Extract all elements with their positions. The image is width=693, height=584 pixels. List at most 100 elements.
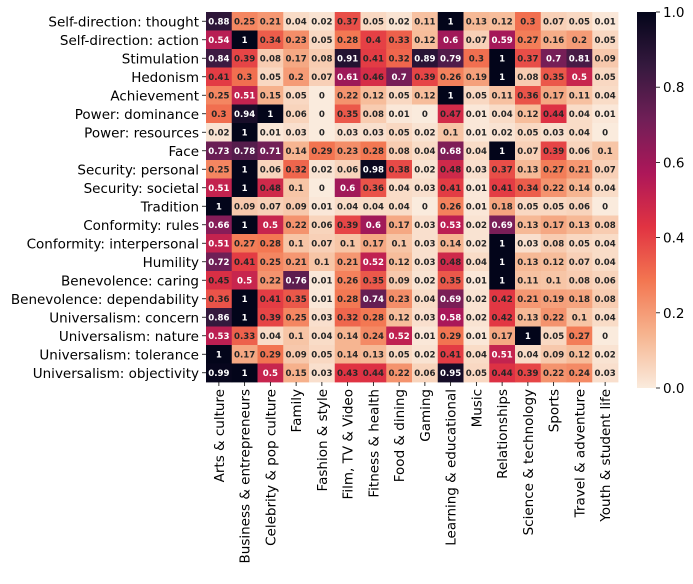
colorbar-tick-label: 0.8 bbox=[663, 80, 684, 96]
cell-value-label: 0.3 bbox=[237, 73, 252, 83]
colorbar: 0.0 0.2 0.4 0.6 0.8 1.0 bbox=[637, 5, 684, 397]
cell-value-label: 0.01 bbox=[595, 110, 616, 120]
column-label: Family bbox=[289, 389, 305, 432]
cell-value-label: 0.35 bbox=[440, 276, 461, 286]
cell-value-label: 0.11 bbox=[517, 276, 538, 286]
cell-value-label: 0.04 bbox=[466, 147, 487, 157]
cell-value-label: 0.04 bbox=[492, 110, 513, 120]
cell-value-label: 0.22 bbox=[337, 91, 358, 101]
heatmap-cell bbox=[592, 363, 619, 383]
heatmap-cell bbox=[360, 252, 387, 272]
column-label: Fitness & health bbox=[366, 389, 382, 498]
heatmap-cell bbox=[489, 104, 516, 124]
cell-value-label: 0.22 bbox=[286, 221, 307, 231]
cell-value-label: 0.07 bbox=[311, 73, 332, 83]
cell-value-label: 0.69 bbox=[440, 295, 461, 305]
heatmap-cell bbox=[540, 215, 567, 235]
cell-value-label: 0.1 bbox=[546, 276, 561, 286]
heatmap-cell bbox=[489, 30, 516, 50]
cell-value-label: 0.25 bbox=[286, 313, 307, 323]
heatmap-cell bbox=[231, 197, 258, 216]
cell-value-label: 0.17 bbox=[286, 54, 307, 64]
cell-value-label: 0.05 bbox=[389, 350, 410, 360]
row-label: Power: dominance bbox=[75, 107, 199, 123]
heatmap-cell bbox=[463, 197, 490, 216]
heatmap-cell bbox=[412, 345, 439, 364]
heatmap-cell bbox=[592, 67, 619, 87]
cell-value-label: 0.17 bbox=[492, 332, 513, 342]
cell-value-label: 0.44 bbox=[543, 110, 564, 120]
heatmap-cell bbox=[231, 178, 258, 198]
heatmap-cell bbox=[257, 49, 284, 68]
cell-value-label: 0.04 bbox=[414, 295, 435, 305]
heatmap-cell bbox=[283, 289, 310, 309]
heatmap-cell bbox=[386, 178, 413, 198]
heatmap-cell bbox=[257, 141, 284, 161]
cell-value-label: 1 bbox=[242, 184, 248, 194]
heatmap-cell bbox=[309, 160, 336, 179]
heatmap-cell bbox=[540, 12, 567, 31]
cell-value-label: 0.34 bbox=[260, 36, 281, 46]
heatmap-cell bbox=[592, 271, 619, 290]
heatmap-cell bbox=[515, 308, 542, 327]
cell-value-label: 0.04 bbox=[389, 202, 410, 212]
heatmap-cell bbox=[412, 160, 439, 179]
cell-value-label: 0.29 bbox=[311, 147, 332, 157]
heatmap-cell bbox=[257, 12, 284, 31]
cell-value-label: 0.1 bbox=[289, 332, 304, 342]
cell-value-label: 0.07 bbox=[311, 239, 332, 249]
row-label: Hedonism bbox=[131, 70, 199, 86]
heatmap-cell bbox=[309, 308, 336, 327]
cell-value-label: 0.3 bbox=[469, 54, 484, 64]
cell-value-label: 0.01 bbox=[466, 202, 487, 212]
cell-value-label: 0.66 bbox=[208, 221, 229, 231]
heatmap-cell bbox=[489, 363, 516, 383]
heatmap-cell bbox=[360, 49, 387, 68]
heatmap-cell bbox=[334, 197, 361, 216]
heatmap-cell bbox=[592, 49, 619, 68]
cell-value-label: 0.13 bbox=[466, 17, 487, 27]
cell-value-label: 0.25 bbox=[260, 258, 281, 268]
cell-value-label: 0.4 bbox=[366, 36, 381, 46]
cell-value-label: 0.08 bbox=[517, 73, 538, 83]
cell-value-label: 0.39 bbox=[260, 313, 281, 323]
cell-value-label: 0.09 bbox=[286, 202, 307, 212]
cell-value-label: 0.37 bbox=[337, 17, 358, 27]
cell-value-label: 0.39 bbox=[543, 147, 564, 157]
heatmap-cell bbox=[566, 326, 593, 346]
cell-value-label: 0.03 bbox=[414, 313, 435, 323]
heatmap-cell bbox=[412, 197, 439, 216]
column-label: Film, TV & Video bbox=[341, 389, 357, 499]
cell-value-label: 0.1 bbox=[314, 258, 329, 268]
column-label: Youth & student life bbox=[598, 389, 614, 523]
row-label: Face bbox=[168, 144, 199, 160]
row-label: Benevolence: caring bbox=[61, 273, 199, 289]
heatmap-cell bbox=[515, 104, 542, 124]
cell-value-label: 0.08 bbox=[543, 239, 564, 249]
cell-value-label: 0.06 bbox=[569, 147, 590, 157]
cell-value-label: 0.32 bbox=[286, 165, 307, 175]
column-label: Relationships bbox=[495, 389, 511, 479]
heatmap-cell bbox=[309, 67, 336, 87]
heatmap-cell bbox=[257, 234, 284, 253]
cell-value-label: 0.26 bbox=[337, 276, 358, 286]
heatmap-cell bbox=[283, 215, 310, 235]
heatmap-cell bbox=[437, 308, 464, 327]
cell-value-label: 0.05 bbox=[466, 369, 487, 379]
cell-value-label: 0.01 bbox=[466, 128, 487, 138]
cell-value-label: 0.29 bbox=[260, 350, 281, 360]
row-label: Self-direction: thought bbox=[48, 14, 199, 30]
heatmap-cell bbox=[206, 30, 233, 50]
cell-value-label: 0.28 bbox=[260, 239, 281, 249]
cell-value-label: 1 bbox=[499, 258, 505, 268]
cell-value-label: 0.07 bbox=[543, 17, 564, 27]
cell-value-label: 0.16 bbox=[543, 36, 564, 46]
cell-value-label: 0.12 bbox=[389, 258, 410, 268]
cell-value-label: 0.12 bbox=[414, 36, 435, 46]
cell-value-label: 0 bbox=[602, 332, 608, 342]
cell-value-label: 0.39 bbox=[517, 369, 538, 379]
heatmap-cell bbox=[412, 271, 439, 290]
heatmap-cell bbox=[489, 160, 516, 179]
cell-value-label: 0 bbox=[319, 128, 325, 138]
heatmap-cell bbox=[231, 123, 258, 142]
